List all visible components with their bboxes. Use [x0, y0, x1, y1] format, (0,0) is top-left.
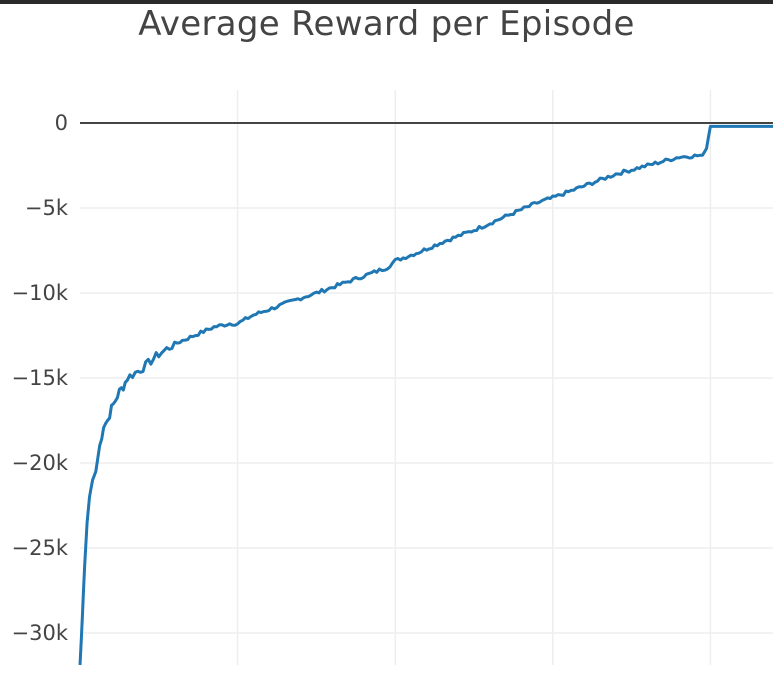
- y-tick-label: −20k: [12, 451, 69, 475]
- y-tick-label: −25k: [12, 536, 69, 560]
- series-line-0: [78, 124, 773, 666]
- y-tick-labels: 0 −5k −10k −15k −20k −25k −30k: [12, 111, 69, 645]
- series-group: [78, 124, 773, 666]
- chart-title: Average Reward per Episode: [138, 4, 635, 44]
- y-tick-label: 0: [55, 111, 68, 135]
- y-tick-label: −10k: [12, 281, 69, 305]
- y-gridlines: [80, 207, 773, 634]
- y-tick-label: −5k: [25, 196, 69, 220]
- y-tick-label: −15k: [12, 366, 69, 390]
- top-border: [0, 0, 773, 4]
- y-tick-label: −30k: [12, 621, 69, 645]
